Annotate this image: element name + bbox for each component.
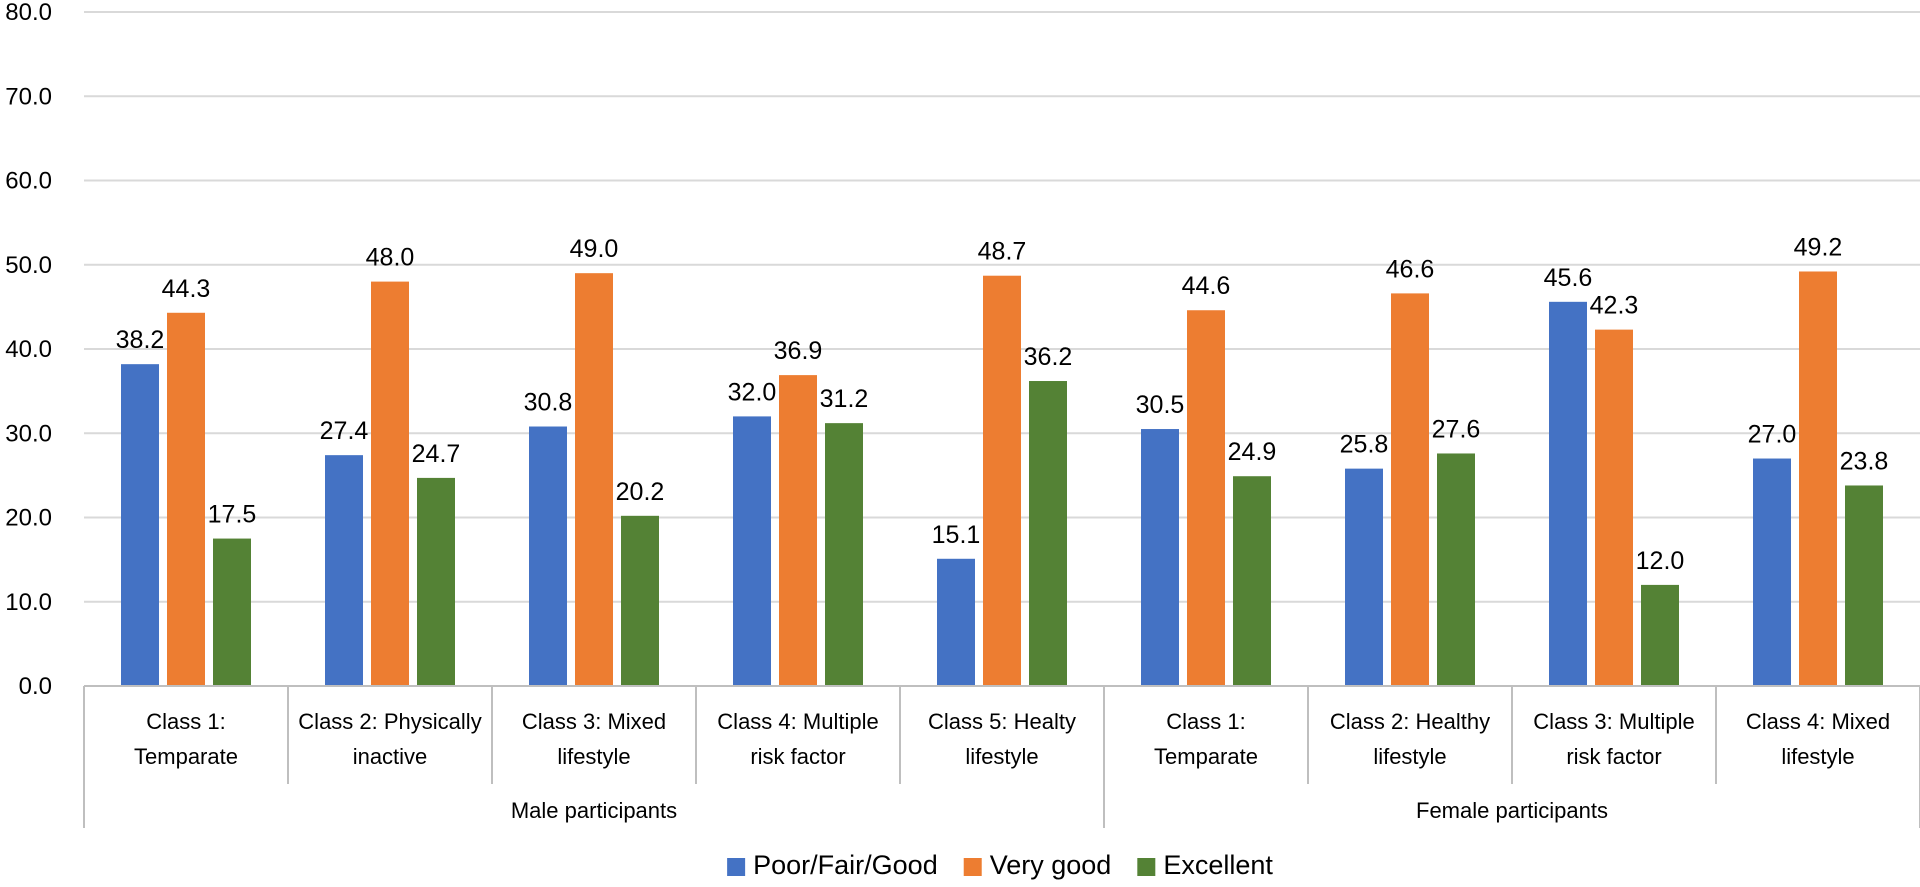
data-label: 42.3 [1590, 292, 1639, 320]
bar [1187, 310, 1225, 686]
y-tick-label: 60.0 [5, 168, 52, 195]
legend-swatch [727, 858, 746, 876]
x-category-label: Class 1: [146, 709, 225, 734]
bar [1345, 468, 1383, 686]
bar [213, 538, 251, 686]
x-category-label: lifestyle [965, 744, 1038, 769]
legend: Poor/Fair/Good Very good Excellent [727, 850, 1273, 880]
legend-label: Poor/Fair/Good [753, 850, 938, 880]
bar [1029, 381, 1067, 686]
x-group-label: Male participants [511, 798, 677, 823]
x-category-label: Class 5: Healty [928, 709, 1076, 734]
data-label: 46.6 [1386, 255, 1435, 283]
data-label: 36.2 [1024, 343, 1073, 371]
bar [621, 515, 659, 686]
y-axis-tick-labels: 0.0 10.0 20.0 30.0 40.0 50.0 60.0 70.0 80.0 [5, 0, 52, 700]
bar [167, 312, 205, 686]
bar [325, 455, 363, 686]
data-label: 30.5 [1136, 391, 1185, 419]
x-group-label: Female participants [1416, 798, 1608, 823]
data-label: 20.2 [616, 478, 665, 506]
y-tick-label: 30.0 [5, 420, 52, 447]
bar [1549, 301, 1587, 686]
bar [417, 477, 455, 686]
bar [1845, 485, 1883, 686]
x-category-label: lifestyle [1373, 744, 1446, 769]
data-labels: 38.2 44.3 17.5 27.4 48.0 24.7 30.8 49.0 20.2 32.0… [116, 233, 1889, 574]
data-label: 44.6 [1182, 272, 1231, 300]
bar [937, 558, 975, 686]
x-category-label: lifestyle [1781, 744, 1854, 769]
data-label: 23.8 [1840, 447, 1889, 475]
x-category-label: risk factor [750, 744, 845, 769]
data-label: 48.0 [366, 244, 415, 272]
data-label: 48.7 [978, 238, 1027, 266]
data-label: 24.9 [1228, 438, 1277, 466]
y-tick-label: 0.0 [19, 673, 52, 700]
data-label: 49.0 [570, 235, 619, 263]
x-category-label: Class 3: Multiple [1533, 709, 1694, 734]
x-category-label: lifestyle [557, 744, 630, 769]
bar [1437, 453, 1475, 686]
y-tick-label: 70.0 [5, 83, 52, 110]
bars [121, 271, 1883, 686]
x-category-label: inactive [353, 744, 428, 769]
bar [1595, 329, 1633, 686]
data-label: 44.3 [162, 275, 211, 303]
bar [779, 375, 817, 686]
data-label: 32.0 [728, 378, 777, 406]
bar [1141, 429, 1179, 686]
data-label: 49.2 [1794, 233, 1843, 261]
bar [1233, 476, 1271, 686]
x-category-label: Class 2: Physically [298, 709, 481, 734]
data-label: 17.5 [208, 501, 257, 529]
x-category-label: Class 4: Mixed [1746, 709, 1890, 734]
legend-label: Excellent [1163, 850, 1273, 880]
data-label: 36.9 [774, 337, 823, 365]
data-label: 27.4 [320, 417, 369, 445]
bar [733, 416, 771, 686]
data-label: 12.0 [1636, 547, 1685, 575]
x-category-label: Class 4: Multiple [717, 709, 878, 734]
legend-swatch [1137, 858, 1156, 876]
data-label: 15.1 [932, 521, 981, 549]
bar [825, 423, 863, 686]
y-tick-label: 40.0 [5, 336, 52, 363]
y-tick-label: 80.0 [5, 0, 52, 26]
x-category-label: Class 3: Mixed [522, 709, 666, 734]
bar [1799, 271, 1837, 686]
bar [529, 426, 567, 686]
bar [371, 281, 409, 686]
data-label: 24.7 [412, 440, 461, 468]
bar [575, 273, 613, 686]
data-label: 27.0 [1748, 421, 1797, 449]
bar [121, 364, 159, 686]
bar [1391, 293, 1429, 686]
bar [1753, 458, 1791, 686]
legend-swatch [963, 858, 982, 876]
x-category-label: Class 1: [1166, 709, 1245, 734]
x-axis: Class 1: Temparate Class 2: Physically inac… [83, 685, 1920, 828]
x-category-label: Temparate [134, 744, 238, 769]
data-label: 38.2 [116, 326, 165, 354]
bar [1641, 584, 1679, 686]
data-label: 27.6 [1432, 415, 1481, 443]
data-label: 30.8 [524, 389, 573, 417]
y-tick-label: 50.0 [5, 252, 52, 279]
bar [983, 275, 1021, 686]
x-category-label: Class 2: Healthy [1330, 709, 1490, 734]
y-tick-label: 10.0 [5, 589, 52, 616]
data-label: 25.8 [1340, 431, 1389, 459]
legend-label: Very good [990, 850, 1112, 880]
data-label: 31.2 [820, 385, 869, 413]
x-category-label: risk factor [1566, 744, 1661, 769]
x-category-label: Temparate [1154, 744, 1258, 769]
y-tick-label: 20.0 [5, 505, 52, 532]
data-label: 45.6 [1544, 264, 1593, 292]
